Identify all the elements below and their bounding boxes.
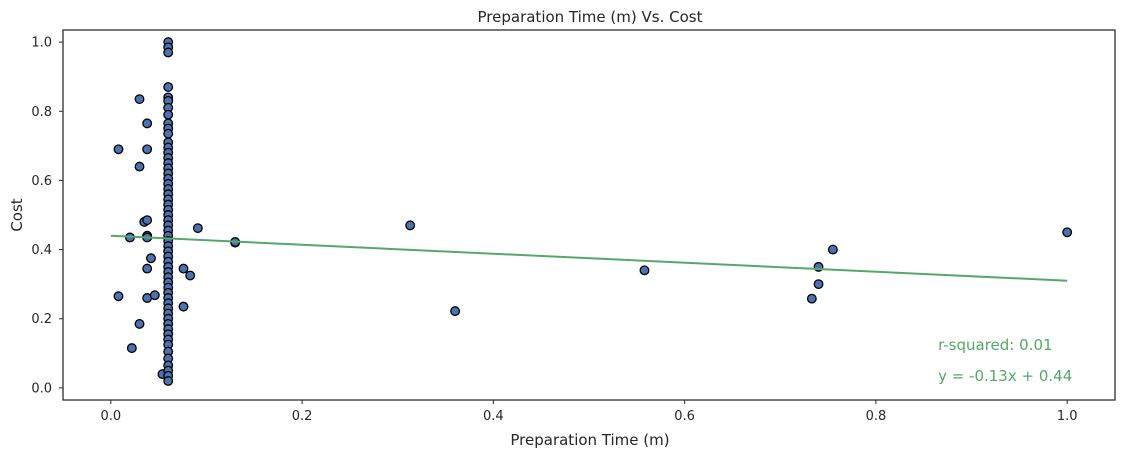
plot-area xyxy=(62,29,1116,401)
fit-line-layer xyxy=(110,234,1068,282)
y-tick-label: 0.4 xyxy=(31,243,52,258)
y-tick-label: 1.0 xyxy=(31,36,52,51)
data-point xyxy=(142,118,153,129)
data-point xyxy=(142,215,153,226)
data-point xyxy=(639,265,650,276)
data-point xyxy=(134,161,145,172)
data-point xyxy=(827,244,838,255)
x-tick-label: 1.0 xyxy=(1057,409,1078,424)
data-point xyxy=(450,306,461,317)
data-point xyxy=(149,290,160,301)
data-point xyxy=(163,128,174,139)
data-point xyxy=(163,376,174,386)
data-point xyxy=(813,279,824,290)
data-point xyxy=(134,318,145,329)
data-point xyxy=(185,270,196,281)
data-point xyxy=(163,82,174,93)
data-point xyxy=(113,291,124,302)
y-axis-label: Cost xyxy=(8,198,26,231)
data-point xyxy=(142,144,153,155)
data-points xyxy=(113,37,1073,386)
x-tick-label: 0.0 xyxy=(100,409,121,424)
data-point xyxy=(163,109,174,120)
y-axis-ticks: 0.0 0.2 0.4 0.6 0.8 1.0 xyxy=(31,36,63,396)
x-axis-label: Preparation Time (m) xyxy=(510,431,669,449)
data-point xyxy=(192,223,203,234)
data-point xyxy=(113,144,124,155)
data-point xyxy=(134,94,145,105)
regression-line xyxy=(110,234,1068,282)
fit-annotation: r-squared: 0.01 xyxy=(938,336,1052,354)
chart-title: Preparation Time (m) Vs. Cost xyxy=(478,8,703,26)
y-tick-label: 0.2 xyxy=(31,312,52,327)
data-point xyxy=(142,263,153,274)
x-tick-label: 0.8 xyxy=(866,409,887,424)
y-tick-label: 0.0 xyxy=(31,381,52,396)
data-point xyxy=(178,301,189,312)
fit-annotation: y = -0.13x + 0.44 xyxy=(938,367,1072,385)
data-point xyxy=(178,263,189,274)
data-point xyxy=(1062,227,1073,238)
x-tick-label: 0.4 xyxy=(483,409,504,424)
data-point xyxy=(405,220,416,231)
data-point xyxy=(163,47,174,58)
data-point xyxy=(806,293,817,304)
y-tick-label: 0.6 xyxy=(31,174,52,189)
y-tick-label: 0.8 xyxy=(31,105,52,120)
data-point xyxy=(146,253,156,264)
x-tick-label: 0.2 xyxy=(292,409,313,424)
data-point xyxy=(126,343,137,354)
x-tick-label: 0.6 xyxy=(674,409,695,424)
x-axis-ticks: 0.0 0.2 0.4 0.6 0.8 1.0 xyxy=(100,400,1078,424)
annotations: r-squared: 0.01 y = -0.13x + 0.44 xyxy=(938,336,1072,385)
